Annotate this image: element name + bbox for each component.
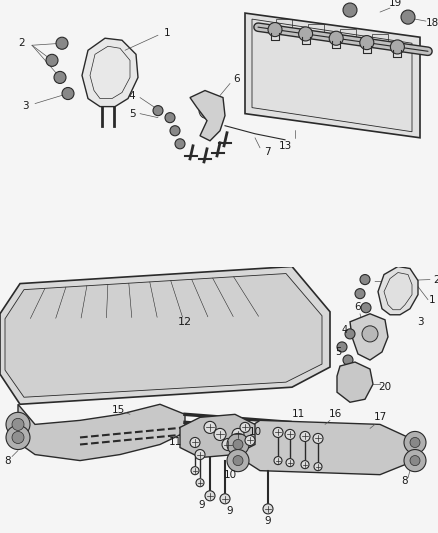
Text: 9: 9 [227,506,233,516]
Circle shape [401,10,415,24]
Circle shape [6,413,30,437]
Text: 18: 18 [425,18,438,28]
Polygon shape [378,266,418,315]
Circle shape [170,126,180,136]
Circle shape [62,87,74,100]
Polygon shape [235,421,415,475]
Circle shape [190,438,200,448]
Text: 1: 1 [164,28,170,38]
Circle shape [199,102,215,119]
Circle shape [343,355,353,365]
Circle shape [204,108,210,114]
Circle shape [343,3,357,17]
Circle shape [227,433,249,456]
Text: 5: 5 [335,347,341,357]
Circle shape [345,329,355,339]
Circle shape [6,425,30,449]
Circle shape [263,504,273,514]
Circle shape [227,449,249,472]
Circle shape [329,31,343,45]
Text: 9: 9 [199,500,205,510]
Circle shape [233,440,243,449]
Text: 10: 10 [248,427,261,438]
Circle shape [404,449,426,472]
Text: 5: 5 [129,109,135,119]
Circle shape [232,429,244,440]
Text: 3: 3 [22,101,28,110]
Circle shape [301,461,309,469]
Circle shape [12,418,24,431]
Text: 3: 3 [417,317,423,327]
Polygon shape [180,414,255,457]
Circle shape [204,422,216,433]
Circle shape [404,431,426,454]
Circle shape [245,435,255,446]
Circle shape [205,491,215,501]
Text: 8: 8 [5,456,11,466]
Text: 2: 2 [19,38,25,49]
Text: 7: 7 [264,147,270,157]
Circle shape [355,289,365,298]
Circle shape [410,456,420,466]
Text: 4: 4 [342,325,348,335]
Circle shape [390,40,404,54]
Circle shape [175,139,185,149]
Circle shape [195,449,205,459]
Circle shape [46,54,58,67]
Circle shape [268,22,282,37]
Text: 9: 9 [265,516,271,526]
Polygon shape [350,314,388,360]
Circle shape [362,326,378,342]
Circle shape [410,438,420,448]
Circle shape [361,303,371,313]
Text: 11: 11 [291,409,304,419]
Circle shape [233,456,243,466]
Text: 20: 20 [378,382,392,392]
Text: 2: 2 [434,274,438,285]
Circle shape [299,27,313,41]
Text: 4: 4 [129,91,135,101]
Polygon shape [5,273,322,397]
Circle shape [313,433,323,443]
Circle shape [337,342,347,352]
Text: 15: 15 [111,405,125,415]
Text: 6: 6 [234,75,240,84]
Polygon shape [337,362,373,402]
Polygon shape [245,13,420,138]
Circle shape [191,466,199,475]
Circle shape [153,106,163,116]
Circle shape [285,430,295,440]
Circle shape [274,457,282,465]
Circle shape [214,429,226,440]
Circle shape [360,274,370,285]
Text: 16: 16 [328,409,342,419]
Polygon shape [18,404,185,461]
Polygon shape [190,91,225,141]
Circle shape [360,36,374,50]
Circle shape [220,494,230,504]
Text: 11: 11 [168,438,182,448]
Text: 17: 17 [373,413,387,422]
Text: 10: 10 [223,470,237,480]
Circle shape [240,422,250,432]
Text: 19: 19 [389,0,402,8]
Polygon shape [82,38,138,107]
Circle shape [314,463,322,471]
Circle shape [165,112,175,123]
Circle shape [222,439,234,450]
Polygon shape [0,266,330,404]
Circle shape [286,458,294,466]
Circle shape [56,37,68,49]
Text: 12: 12 [178,317,192,327]
Circle shape [300,431,310,441]
Circle shape [196,479,204,487]
Text: 13: 13 [279,141,292,151]
Text: 6: 6 [355,302,361,312]
Circle shape [54,71,66,84]
Circle shape [273,427,283,438]
Text: 1: 1 [429,295,435,305]
Text: 8: 8 [402,476,408,486]
Circle shape [12,431,24,443]
